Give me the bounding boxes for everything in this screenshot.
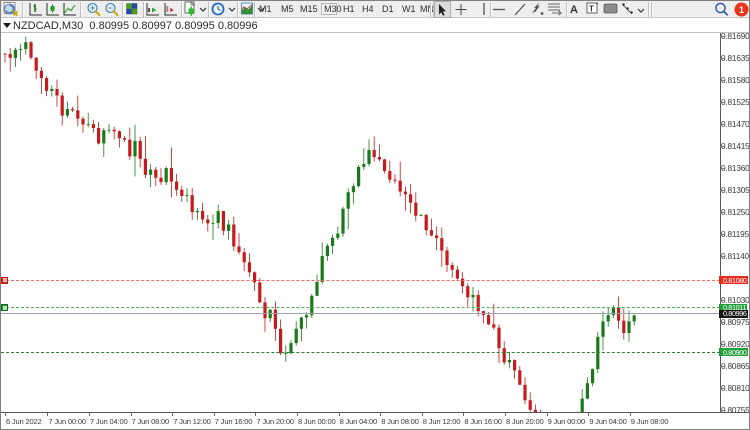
svg-text:1: 1	[739, 5, 744, 15]
svg-text:A: A	[570, 4, 578, 16]
svg-text:T: T	[589, 5, 594, 14]
